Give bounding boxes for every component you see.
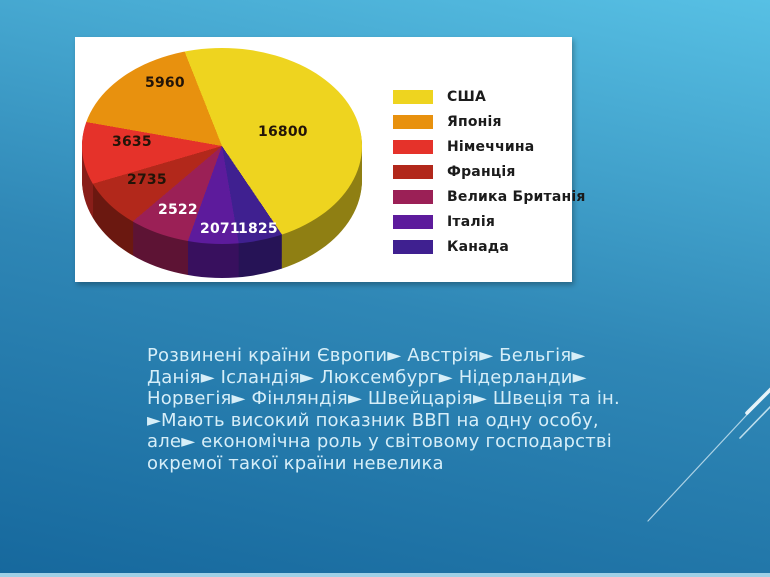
legend-swatch: [393, 214, 433, 229]
chart-panel: 16800 5960 3635 2735 2522 2071 1825 США Я…: [75, 37, 585, 282]
legend-swatch: [393, 89, 433, 104]
decor-line-thick: [745, 387, 770, 415]
pie-value-label-italy: 2071: [200, 221, 240, 237]
legend-label: Франція: [447, 163, 516, 180]
footer-strip: [0, 573, 770, 577]
pie-chart: 16800 5960 3635 2735 2522 2071 1825: [82, 48, 362, 282]
legend-row: Канада: [393, 234, 586, 259]
legend-swatch: [393, 239, 433, 254]
legend-label: Німеччина: [447, 138, 535, 155]
pie-3d-body: [82, 48, 362, 282]
legend-label: Канада: [447, 238, 509, 255]
decor-line-medium: [739, 405, 770, 439]
pie-top-surface: [82, 48, 362, 244]
body-text-line: Данія► Ісландія► Люксембург► Нідерланди►: [147, 366, 587, 388]
legend-row: Франція: [393, 159, 586, 184]
pie-value-label-japan: 5960: [145, 75, 185, 91]
legend-row: Німеччина: [393, 134, 586, 159]
legend-label: Італія: [447, 213, 496, 230]
legend-label: Велика Британія: [447, 188, 586, 205]
body-text-line: Норвегія► Фінляндія► Швейцарія► Швеція т…: [147, 388, 620, 410]
pie-value-label-germany: 3635: [112, 134, 152, 150]
pie-value-label-uk: 2522: [158, 202, 198, 218]
body-text: Розвинені країни Європи► Австрія► Бельгі…: [147, 345, 687, 475]
decor-diagonal-lines: [647, 387, 770, 522]
legend-row: Японія: [393, 109, 586, 134]
body-text-line: ►Мають високий показник ВВП на одну особ…: [147, 409, 599, 431]
legend-swatch: [393, 189, 433, 204]
legend-swatch: [393, 139, 433, 154]
legend-label: США: [447, 88, 487, 105]
legend-swatch: [393, 164, 433, 179]
legend-swatch: [393, 114, 433, 129]
legend-row: США: [393, 84, 586, 109]
pie-value-label-usa: 16800: [258, 124, 308, 140]
body-text-line: Розвинені країни Європи► Австрія► Бельгі…: [147, 345, 586, 366]
chart-legend: США Японія Німеччина Франція Велика Британія…: [393, 84, 586, 259]
pie-value-label-france: 2735: [127, 172, 167, 188]
pie-value-label-canada: 1825: [238, 221, 278, 237]
legend-row: Велика Британія: [393, 184, 586, 209]
body-text-line: окремої такої країни невелика: [147, 452, 444, 474]
legend-row: Італія: [393, 209, 586, 234]
body-text-line: але► економічна роль у світовому господа…: [147, 431, 612, 453]
legend-label: Японія: [447, 113, 502, 130]
